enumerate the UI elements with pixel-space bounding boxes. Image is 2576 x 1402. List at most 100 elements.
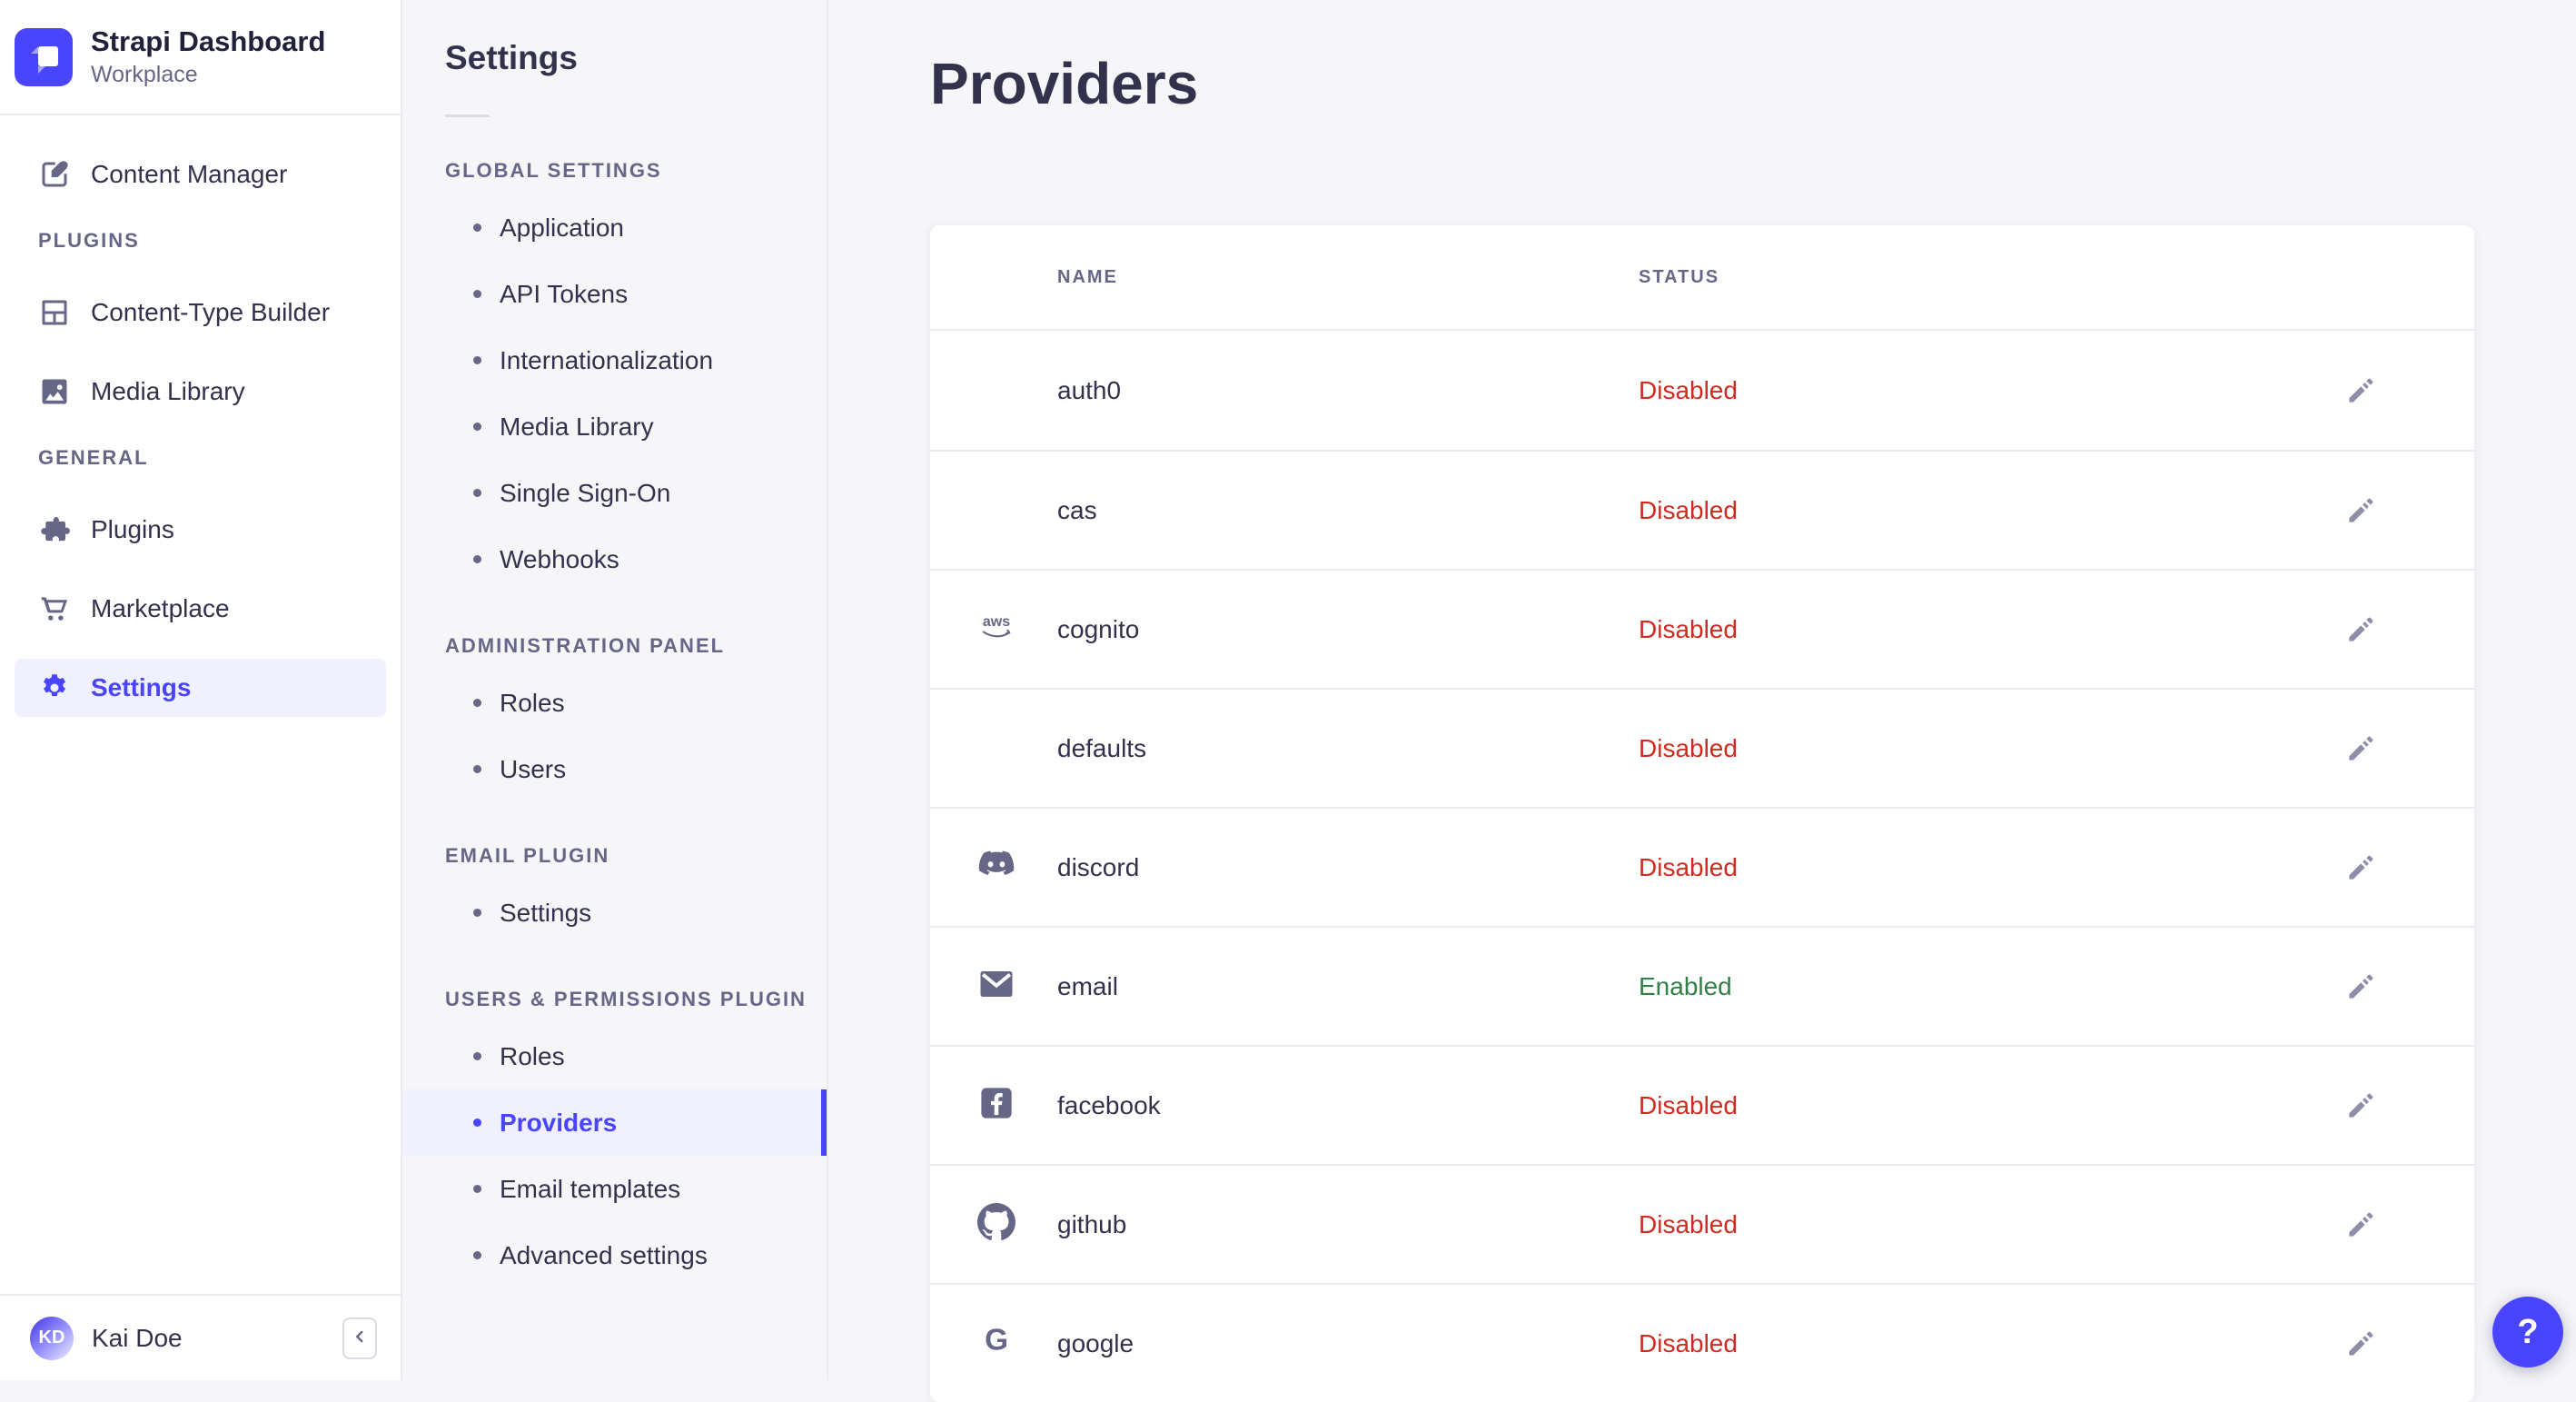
google-icon: G [977,1322,1016,1365]
page-title: Providers [930,51,2474,116]
sidebar-item-content-manager[interactable]: Content Manager [15,145,386,204]
settings-item-single-sign-on[interactable]: Single Sign-On [402,460,827,526]
svg-text:G: G [985,1324,1008,1357]
workspace-switcher[interactable]: Strapi Dashboard Workplace [0,0,401,115]
sidebar-item-settings[interactable]: Settings [15,659,386,717]
edit-provider-button[interactable] [2338,607,2383,652]
settings-item-roles[interactable]: Roles [402,1023,827,1089]
settings-item-advanced-settings[interactable]: Advanced settings [402,1222,827,1288]
sidebar-item-plugins[interactable]: Plugins [15,501,386,559]
sidebar-section-label-plugins: PLUGINS [38,229,386,253]
settings-item-api-tokens[interactable]: API Tokens [402,261,827,327]
provider-status-cell: Enabled [1639,972,2338,1001]
settings-item-email-templates[interactable]: Email templates [402,1156,827,1222]
settings-title: Settings [445,38,827,78]
provider-name: auth0 [1057,376,1639,405]
provider-status: Disabled [1639,853,1738,881]
settings-item-users[interactable]: Users [402,736,827,802]
provider-status-cell: Disabled [1639,615,2338,644]
sidebar-item-label: Settings [91,673,191,702]
provider-status: Disabled [1639,1329,1738,1357]
column-header-name: NAME [1057,267,1639,288]
settings-item-label: Settings [500,899,591,928]
sidebar-item-content-type-builder[interactable]: Content-Type Builder [15,283,386,342]
settings-item-roles[interactable]: Roles [402,670,827,736]
provider-name: discord [1057,853,1639,882]
settings-item-internationalization[interactable]: Internationalization [402,327,827,393]
settings-item-label: Roles [500,689,565,718]
settings-section-list-email-plugin: Settings [402,880,827,946]
bullet-icon [473,765,481,773]
avatar[interactable]: KD [30,1317,74,1360]
plugins-icon [38,513,71,546]
provider-status-cell: Disabled [1639,853,2338,882]
settings-item-label: API Tokens [500,280,628,309]
provider-name: google [1057,1329,1639,1358]
user-row: KD Kai Doe [0,1294,401,1380]
provider-icon-cell: aws [977,608,1028,651]
settings-item-settings[interactable]: Settings [402,880,827,946]
brand-text: Strapi Dashboard Workplace [91,25,325,88]
provider-icon-cell: G [977,1322,1028,1365]
provider-name: email [1057,972,1639,1001]
edit-provider-button[interactable] [2338,1083,2383,1129]
edit-provider-button[interactable] [2338,488,2383,533]
main-sidebar: Strapi Dashboard Workplace Content Manag… [0,0,402,1380]
edit-provider-button[interactable] [2338,726,2383,771]
settings-section-label-users-permissions-plugin: USERS & PERMISSIONS PLUGIN [445,988,827,1011]
help-button[interactable]: ? [2492,1297,2563,1367]
settings-section-list-users-permissions-plugin: Roles Providers Email templates Advanced se… [402,1023,827,1288]
edit-pencil-icon [2343,612,2378,647]
edit-pencil-icon [2343,1089,2378,1123]
sidebar-item-media-library[interactable]: Media Library [15,363,386,421]
settings-title-divider [445,114,490,117]
settings-item-providers[interactable]: Providers [402,1089,827,1156]
edit-provider-button[interactable] [2338,1321,2383,1367]
bullet-icon [473,699,481,707]
settings-item-label: Email templates [500,1175,680,1204]
settings-item-application[interactable]: Application [402,194,827,261]
provider-status: Disabled [1639,496,1738,524]
edit-provider-button[interactable] [2338,1202,2383,1248]
bullet-icon [473,1119,481,1127]
settings-item-label: Roles [500,1042,565,1071]
settings-section-list-global-settings: Application API Tokens Internationalizatio… [402,194,827,592]
edit-pencil-icon [2343,493,2378,528]
provider-icon-cell [977,1203,1028,1246]
collapse-sidebar-button[interactable] [342,1317,377,1359]
bullet-icon [473,1052,481,1060]
provider-status-cell: Disabled [1639,496,2338,525]
content-manager-icon [38,158,71,191]
provider-status-cell: Disabled [1639,1329,2338,1358]
provider-status: Enabled [1639,972,1732,1000]
settings-item-webhooks[interactable]: Webhooks [402,526,827,592]
provider-name: cognito [1057,615,1639,644]
workspace-title: Strapi Dashboard [91,25,325,58]
provider-name: facebook [1057,1091,1639,1120]
edit-provider-button[interactable] [2338,964,2383,1009]
settings-item-media-library[interactable]: Media Library [402,393,827,460]
edit-provider-button[interactable] [2338,845,2383,890]
settings-item-label: Application [500,214,624,243]
provider-name: defaults [1057,734,1639,763]
settings-section-label-administration-panel: ADMINISTRATION PANEL [445,634,827,658]
sidebar-item-marketplace[interactable]: Marketplace [15,580,386,638]
bullet-icon [473,423,481,431]
edit-pencil-icon [2343,1208,2378,1242]
settings-item-label: Media Library [500,413,654,442]
sidebar-item-label: Plugins [91,515,174,544]
edit-provider-button[interactable] [2338,368,2383,413]
settings-item-label: Advanced settings [500,1241,708,1270]
bullet-icon [473,356,481,364]
